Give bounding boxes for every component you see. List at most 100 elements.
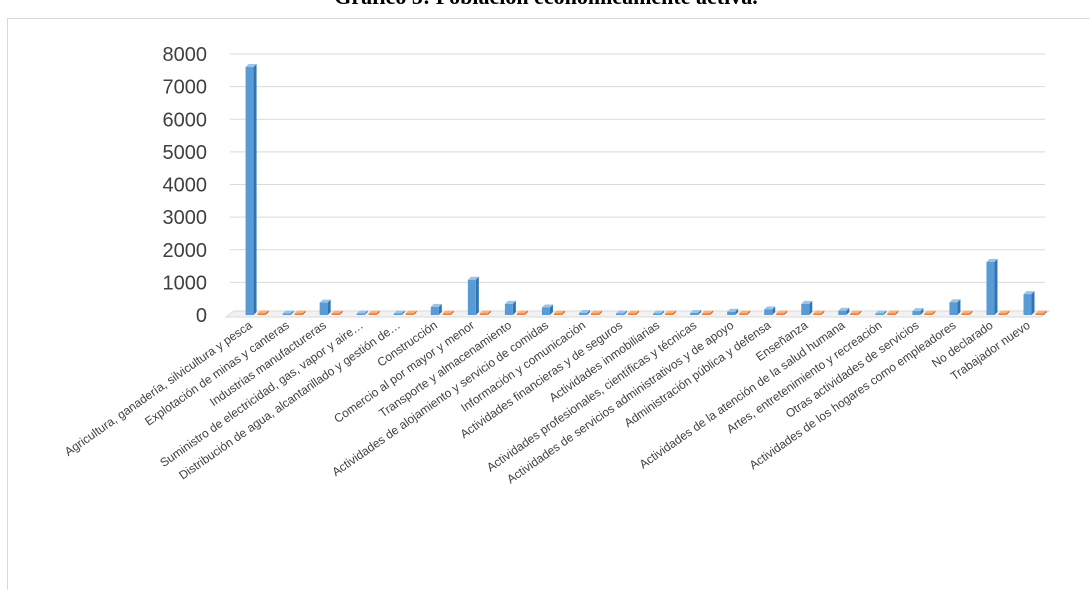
- bar-front: [368, 313, 377, 315]
- bar-top: [467, 276, 479, 280]
- chart-title: Gráfico 5: Población económicamente acti…: [0, 0, 1092, 10]
- y-tick-label: 4000: [163, 175, 208, 197]
- bar-top: [479, 310, 491, 314]
- bar-series-2: [628, 310, 640, 315]
- bar-front: [961, 313, 970, 315]
- bar-front: [257, 313, 266, 315]
- bar-series-1: [504, 300, 516, 315]
- bar-side: [1043, 310, 1047, 315]
- bar-series-2: [257, 310, 269, 315]
- bar-front: [541, 307, 550, 315]
- bar-side: [710, 310, 714, 315]
- bar-series-2: [998, 310, 1010, 315]
- bar-top: [553, 310, 565, 314]
- bar-series-1: [653, 310, 665, 315]
- bar-series-1: [578, 310, 590, 315]
- bar-front: [405, 313, 414, 315]
- bar-front: [245, 67, 254, 315]
- bar-side: [920, 308, 924, 315]
- bar-side: [784, 310, 788, 315]
- bar-front: [727, 311, 736, 315]
- bar-top: [616, 310, 628, 314]
- bar-top: [590, 310, 602, 314]
- bar-top: [875, 310, 887, 314]
- bar-front: [838, 310, 847, 315]
- bar-front: [653, 313, 662, 315]
- bar-series-1: [949, 299, 961, 315]
- bar-top: [430, 303, 442, 307]
- bar-top: [813, 310, 825, 314]
- bar-front: [986, 261, 995, 315]
- bar-front: [282, 313, 291, 315]
- bar-front: [319, 302, 328, 315]
- bar-top: [850, 310, 862, 314]
- bar-series-2: [665, 310, 677, 315]
- bar-top: [356, 310, 368, 314]
- bar-series-2: [479, 310, 491, 315]
- bar-side: [673, 310, 677, 315]
- bar-side: [561, 310, 565, 315]
- bar-top: [1023, 291, 1035, 295]
- bar-front: [331, 313, 340, 315]
- bar-side: [475, 276, 479, 315]
- bar-top: [912, 308, 924, 312]
- bar-top: [653, 310, 665, 314]
- bar-front: [294, 313, 303, 315]
- bar-side: [735, 308, 739, 315]
- bar-series-2: [813, 310, 825, 315]
- bar-side: [290, 310, 294, 315]
- bar-top: [319, 299, 331, 303]
- bar-series-1: [801, 300, 813, 315]
- bar-side: [772, 306, 776, 315]
- bar-side: [809, 300, 813, 315]
- bar-side: [636, 310, 640, 315]
- bar-side: [747, 310, 751, 315]
- bar-top: [504, 300, 516, 304]
- bar-series-2: [850, 310, 862, 315]
- bar-side: [698, 310, 702, 315]
- bar-series-2: [702, 310, 714, 315]
- bar-series-1: [393, 310, 405, 315]
- bar-front: [553, 313, 562, 315]
- bar-top: [764, 306, 776, 310]
- bar-series-1: [319, 299, 331, 315]
- bar-series-1: [875, 310, 887, 315]
- bar-series-1: [430, 303, 442, 315]
- bar-front: [1035, 313, 1044, 315]
- bar-series-1: [541, 304, 553, 315]
- bar-front: [887, 313, 896, 315]
- bar-front: [393, 313, 402, 315]
- bar-series-2: [1035, 310, 1047, 315]
- bar-top: [282, 310, 294, 314]
- bar-front: [739, 313, 748, 315]
- bar-top: [294, 310, 306, 314]
- bar-series-2: [776, 310, 788, 315]
- bar-top: [628, 310, 640, 314]
- bar-top: [245, 64, 257, 68]
- bar-series-1: [1023, 291, 1035, 315]
- bar-side: [450, 310, 454, 315]
- bar-front: [616, 313, 625, 315]
- bar-side: [624, 310, 628, 315]
- bar-top: [986, 258, 998, 262]
- y-tick-label: 1000: [163, 272, 208, 294]
- bar-series-2: [553, 310, 565, 315]
- bar-front: [578, 313, 587, 315]
- bars: [245, 64, 1047, 315]
- y-tick-label: 7000: [163, 77, 208, 99]
- bar-front: [850, 313, 859, 315]
- bar-series-2: [924, 310, 936, 315]
- bar-front: [912, 311, 921, 315]
- bar-top: [393, 310, 405, 314]
- bar-front: [628, 313, 637, 315]
- bar-front: [924, 313, 933, 315]
- bar-side: [364, 310, 368, 315]
- bar-top: [702, 310, 714, 314]
- bar-front: [479, 313, 488, 315]
- bar-side: [883, 310, 887, 315]
- bar-side: [265, 310, 269, 315]
- bar-top: [998, 310, 1010, 314]
- bar-top: [727, 308, 739, 312]
- y-tick-label: 5000: [163, 142, 208, 164]
